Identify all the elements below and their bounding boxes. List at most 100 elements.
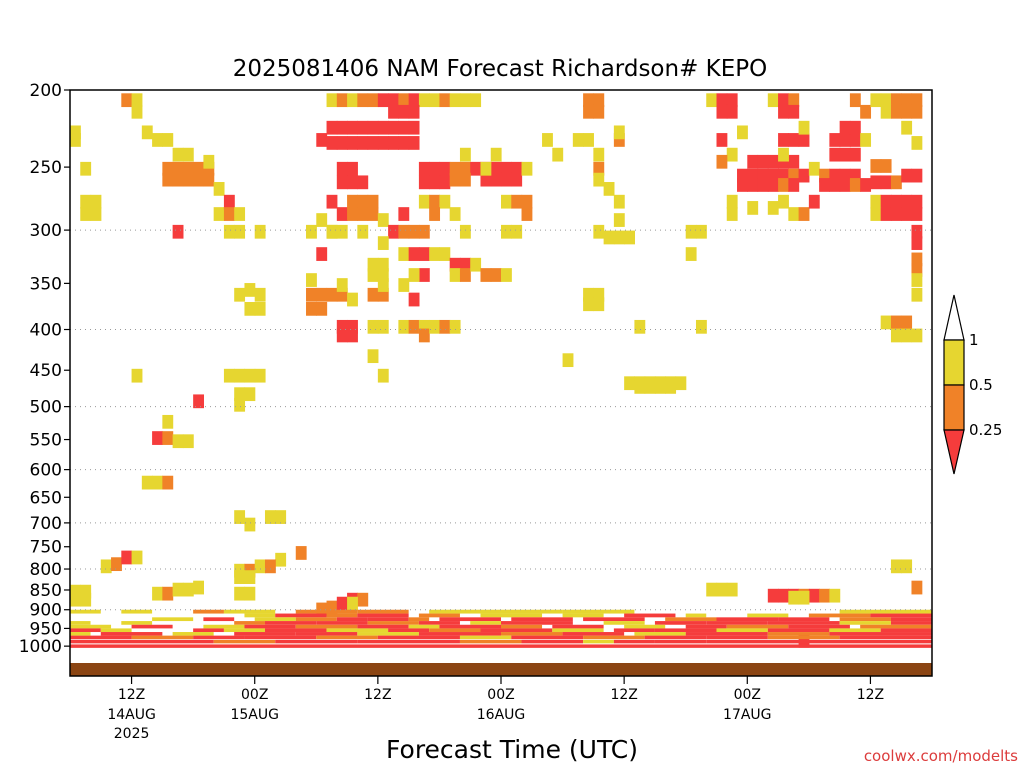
ri-band (501, 632, 563, 636)
ri-cell (254, 559, 266, 574)
ri-cell (501, 161, 512, 176)
x-tick-label: 12Z (610, 687, 637, 703)
ri-cell (593, 297, 605, 312)
ri-cell (798, 120, 810, 135)
ri-band (839, 609, 932, 614)
ri-band (778, 617, 830, 622)
ri-cell (593, 224, 605, 239)
ri-cell (860, 133, 872, 147)
ri-cell (336, 161, 348, 176)
ri-band (685, 624, 727, 629)
ri-cell (613, 230, 625, 245)
x-tick-label: 12Z (118, 687, 145, 703)
ri-cell (121, 93, 133, 108)
ri-cell (336, 596, 348, 611)
ri-cell (398, 207, 410, 221)
ri-cell (901, 559, 913, 574)
ri-cell (70, 133, 81, 147)
ri-cell (439, 93, 451, 108)
ri-cell (336, 207, 348, 221)
ri-band (244, 613, 276, 618)
ri-cell (459, 93, 471, 108)
ri-band (501, 621, 573, 625)
ri-cell (223, 368, 235, 383)
ri-cell (408, 319, 420, 334)
ri-cell (624, 230, 636, 245)
ri-band (583, 635, 645, 640)
ri-cell (418, 161, 430, 176)
ri-cell (849, 147, 861, 162)
ri-cell (747, 154, 759, 169)
ri-band (264, 628, 327, 633)
ri-cell (870, 93, 882, 108)
ri-cell (449, 207, 461, 221)
ri-cell (367, 93, 379, 108)
ri-cell (695, 224, 707, 239)
ri-cell (849, 178, 861, 192)
ri-cell (860, 178, 872, 192)
y-tick-label: 650 (30, 488, 62, 508)
ri-cell (829, 168, 841, 183)
ri-cell (254, 287, 266, 302)
ri-cell (193, 580, 205, 595)
ri-cell (162, 133, 174, 147)
ri-cell (152, 133, 163, 147)
ri-cell (172, 147, 184, 162)
y-tick-label: 850 (30, 581, 62, 601)
ri-band (326, 628, 389, 633)
ri-cell (100, 559, 112, 574)
ri-cell (737, 168, 748, 183)
ri-cell (244, 283, 256, 297)
ri-band (254, 617, 296, 622)
ri-band (193, 635, 245, 640)
ri-band (357, 613, 409, 618)
ri-cell (367, 120, 379, 135)
ri-band (767, 628, 830, 633)
ri-cell (182, 434, 194, 449)
ri-cell (408, 224, 420, 239)
ri-cell (347, 175, 358, 190)
ri-cell (767, 178, 779, 192)
ri-cell (131, 104, 143, 119)
ri-cell (234, 570, 246, 584)
ri-cell (798, 207, 810, 221)
ri-cell (357, 93, 369, 108)
ri-band (634, 632, 686, 636)
ri-cell (449, 268, 461, 282)
ri-cell (182, 582, 194, 597)
ri-cell (234, 287, 246, 302)
ri-band (100, 632, 163, 636)
ri-cell (213, 182, 225, 196)
ri-band (480, 628, 553, 633)
ri-cell (234, 368, 246, 383)
x-axis: 12Z 14AUG 2025 00Z 15AUG 12Z 00Z 16AUG 12Z 00Z 17A… (107, 676, 884, 742)
ri-cell (593, 147, 605, 162)
ri-cell (901, 315, 913, 330)
ri-band (624, 624, 666, 629)
ri-cell (747, 168, 759, 183)
ri-band (244, 624, 296, 629)
ri-cell (890, 93, 902, 108)
ri-cell (890, 207, 902, 221)
ri-cell (223, 194, 235, 209)
ri-cell (480, 268, 492, 282)
ri-band (501, 624, 543, 629)
ri-band (264, 621, 317, 625)
ri-cell (747, 178, 759, 192)
ri-cell (316, 301, 328, 316)
ri-cell (788, 93, 800, 108)
ri-cell (347, 207, 358, 221)
ri-cell (398, 104, 410, 119)
ri-band (562, 613, 604, 618)
ri-cell (377, 368, 389, 383)
ri-band (706, 639, 809, 644)
ri-cell (429, 194, 441, 209)
ri-cell (449, 161, 461, 176)
ri-cell (685, 224, 697, 239)
ri-band (716, 628, 768, 633)
ri-band (511, 635, 584, 640)
ri-cell (429, 207, 441, 221)
ri-cell (613, 213, 625, 227)
ri-band (459, 639, 522, 644)
ri-band (316, 621, 368, 625)
